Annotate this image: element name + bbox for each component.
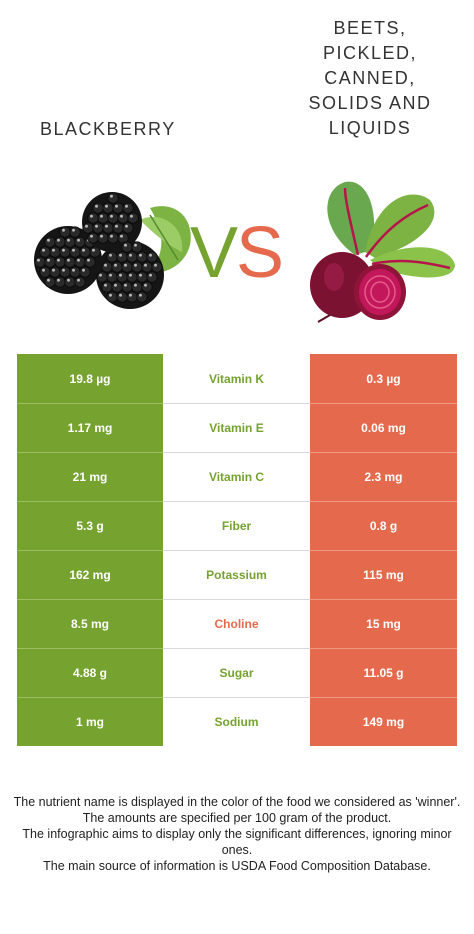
left-value: 21 mg — [17, 452, 163, 501]
nutrient-name: Choline — [163, 599, 310, 648]
left-value: 8.5 mg — [17, 599, 163, 648]
footer-line: The amounts are specified per 100 gram o… — [82, 811, 392, 825]
vs-s-letter: S — [236, 213, 284, 293]
right-value: 115 mg — [310, 550, 457, 599]
nutrient-name: Vitamin E — [163, 403, 310, 452]
row-divider — [163, 550, 310, 551]
row-divider — [163, 501, 310, 502]
row-divider — [310, 403, 457, 404]
footer-line: The main source of information is USDA F… — [43, 859, 431, 873]
row-divider — [310, 648, 457, 649]
right-value: 2.3 mg — [310, 452, 457, 501]
blackberry-image — [34, 192, 191, 309]
right-value: 0.8 g — [310, 501, 457, 550]
right-value: 15 mg — [310, 599, 457, 648]
row-divider — [310, 697, 457, 698]
footer-notes: The nutrient name is displayed in the co… — [10, 794, 464, 874]
left-value: 19.8 µg — [17, 354, 163, 403]
row-divider — [17, 403, 163, 404]
nutrient-row: 19.8 µg Vitamin K 0.3 µg — [17, 354, 457, 403]
left-food-title: Blackberry — [40, 119, 176, 139]
row-divider — [17, 501, 163, 502]
row-divider — [17, 550, 163, 551]
nutrient-row: 1 mg Sodium 149 mg — [17, 697, 457, 746]
nutrient-name: Sodium — [163, 697, 310, 746]
right-value: 11.05 g — [310, 648, 457, 697]
nutrient-row: 5.3 g Fiber 0.8 g — [17, 501, 457, 550]
left-value: 1 mg — [17, 697, 163, 746]
row-divider — [17, 648, 163, 649]
row-divider — [163, 648, 310, 649]
comparison-hero: V S — [34, 181, 455, 323]
left-value: 4.88 g — [17, 648, 163, 697]
nutrient-name: Potassium — [163, 550, 310, 599]
right-food-title: Beets, pickled, canned, solids and liqui… — [308, 18, 432, 138]
row-divider — [310, 550, 457, 551]
nutrient-name: Vitamin K — [163, 354, 310, 403]
row-divider — [17, 452, 163, 453]
left-value: 5.3 g — [17, 501, 163, 550]
left-value: 162 mg — [17, 550, 163, 599]
row-divider — [17, 697, 163, 698]
nutrient-row: 4.88 g Sugar 11.05 g — [17, 648, 457, 697]
nutrient-row: 21 mg Vitamin C 2.3 mg — [17, 452, 457, 501]
nutrient-row: 1.17 mg Vitamin E 0.06 mg — [17, 403, 457, 452]
nutrient-name: Sugar — [163, 648, 310, 697]
right-value: 0.06 mg — [310, 403, 457, 452]
comparison-table: 19.8 µg Vitamin K 0.3 µg 1.17 mg Vitamin E 0.… — [17, 354, 457, 746]
row-divider — [17, 599, 163, 600]
nutrient-name: Vitamin C — [163, 452, 310, 501]
row-divider — [310, 599, 457, 600]
nutrient-row: 8.5 mg Choline 15 mg — [17, 599, 457, 648]
footer-line: The infographic aims to display only the… — [22, 827, 452, 857]
row-divider — [163, 452, 310, 453]
row-divider — [163, 697, 310, 698]
row-divider — [163, 403, 310, 404]
vs-v-letter: V — [190, 213, 238, 293]
nutrient-row: 162 mg Potassium 115 mg — [17, 550, 457, 599]
right-value: 0.3 µg — [310, 354, 457, 403]
row-divider — [163, 599, 310, 600]
row-divider — [310, 501, 457, 502]
nutrient-name: Fiber — [163, 501, 310, 550]
row-divider — [310, 452, 457, 453]
footer-line: The nutrient name is displayed in the co… — [13, 795, 461, 809]
beet-image — [310, 181, 455, 323]
left-value: 1.17 mg — [17, 403, 163, 452]
right-value: 149 mg — [310, 697, 457, 746]
